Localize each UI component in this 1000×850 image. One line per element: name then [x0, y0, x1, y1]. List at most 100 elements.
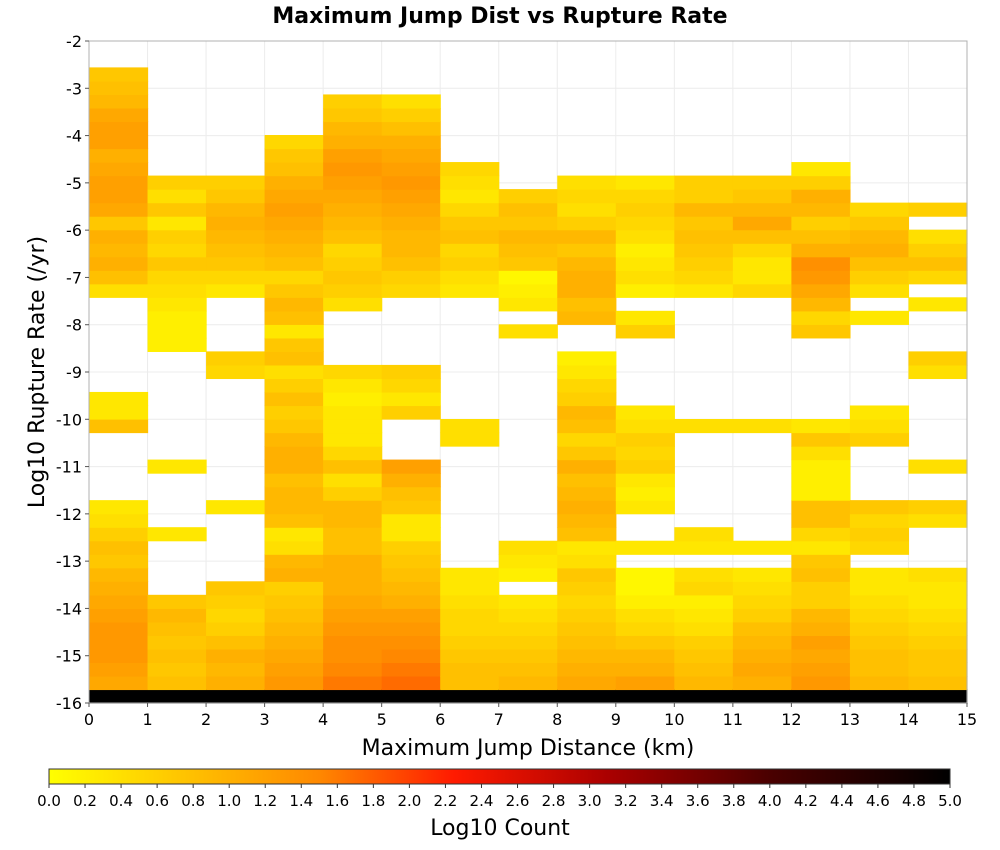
heatmap-cell — [89, 554, 149, 569]
heatmap-cell — [615, 648, 675, 664]
heatmap-cell — [849, 243, 910, 258]
heatmap-cell — [615, 581, 675, 596]
colorbar-tick-label: 2.6 — [506, 792, 530, 810]
heatmap-cell — [381, 175, 441, 190]
heatmap-cell — [381, 107, 441, 123]
heatmap-cell — [381, 689, 441, 704]
heatmap-cell — [615, 256, 675, 271]
heatmap-cell — [557, 229, 617, 244]
colorbar-tick-label: 0.0 — [37, 792, 61, 810]
heatmap-cell — [89, 513, 149, 528]
heatmap-cell — [498, 675, 558, 691]
heatmap-cell — [732, 635, 792, 650]
heatmap-cell — [791, 459, 851, 474]
heatmap-cell — [206, 175, 266, 190]
heatmap-cell — [791, 243, 851, 258]
heatmap-cell — [908, 621, 968, 636]
heatmap-cell — [440, 162, 500, 177]
heatmap-cell — [557, 554, 617, 569]
heatmap-cell — [89, 662, 149, 677]
heatmap-cell — [264, 216, 324, 231]
heatmap-cell — [323, 391, 383, 407]
heatmap-cell — [147, 621, 207, 636]
heatmap-cell — [323, 554, 383, 569]
heatmap-cell — [674, 635, 734, 650]
x-axis-ticks: 0 1 2 3 4 5 6 7 8 9 10 11 12 13 14 15 — [84, 703, 977, 729]
heatmap-cell — [264, 594, 324, 609]
heatmap-cell — [557, 459, 617, 474]
heatmap-cell — [147, 527, 207, 542]
heatmap-cell — [615, 500, 675, 515]
heatmap-cell — [791, 446, 851, 461]
colorbar-tick-label: 0.6 — [145, 792, 169, 810]
colorbar-tick-label: 4.6 — [866, 792, 890, 810]
heatmap-cell — [323, 648, 383, 664]
heatmap-cell — [147, 283, 207, 298]
heatmap-cell — [732, 175, 792, 190]
heatmap-cell — [323, 107, 383, 123]
heatmap-cell — [89, 229, 149, 244]
heatmap-cell — [89, 608, 149, 623]
heatmap-cell — [381, 229, 441, 244]
colorbar-tick-label: 4.0 — [758, 792, 782, 810]
heatmap-cell — [264, 662, 324, 677]
heatmap-cell — [206, 216, 266, 231]
heatmap-cell — [264, 243, 324, 258]
heatmap-cell — [674, 256, 734, 271]
heatmap-cell — [147, 243, 207, 258]
heatmap-cell — [440, 594, 500, 609]
heatmap-cell — [791, 513, 851, 528]
heatmap-cell — [849, 500, 910, 515]
heatmap-cell — [849, 594, 910, 609]
x-tick-label: 5 — [377, 710, 387, 729]
heatmap-cell — [206, 594, 266, 609]
heatmap-cell — [440, 567, 500, 582]
heatmap-cell — [557, 675, 617, 691]
colorbar-tick-label: 4.4 — [830, 792, 854, 810]
heatmap-cell — [615, 486, 675, 501]
heatmap-cell — [849, 283, 910, 298]
heatmap-cell — [323, 486, 383, 501]
heatmap-cell — [147, 324, 207, 339]
heatmap-cell — [557, 486, 617, 501]
heatmap-cell — [791, 162, 851, 177]
heatmap-cell — [908, 270, 968, 285]
heatmap-cell — [89, 216, 149, 231]
heatmap-cell — [849, 621, 910, 636]
colorbar-tick-label: 4.8 — [902, 792, 926, 810]
heatmap-cell — [557, 446, 617, 461]
heatmap-cell — [849, 689, 910, 704]
heatmap-cell — [264, 567, 324, 582]
heatmap-cell — [440, 189, 500, 204]
heatmap-cell — [498, 283, 558, 298]
heatmap-cell — [908, 364, 968, 380]
heatmap-cell — [264, 202, 324, 217]
heatmap-cell — [674, 229, 734, 244]
heatmap-cell — [264, 675, 324, 691]
y-tick-label: -3 — [66, 79, 82, 98]
colorbar-tick-label: 1.6 — [325, 792, 349, 810]
heatmap-cell — [381, 621, 441, 636]
heatmap-cell — [615, 567, 675, 582]
x-tick-label: 3 — [260, 710, 270, 729]
heatmap-cell — [791, 229, 851, 244]
heatmap-cell — [791, 581, 851, 596]
heatmap-cell — [557, 216, 617, 231]
heatmap-cell — [147, 459, 207, 474]
heatmap-cell — [323, 608, 383, 623]
colorbar — [48, 768, 951, 785]
heatmap-cell — [381, 243, 441, 258]
heatmap-cell — [323, 121, 383, 136]
heatmap-cell — [206, 621, 266, 636]
heatmap-cell — [381, 270, 441, 285]
heatmap-cell — [791, 540, 851, 555]
heatmap-cell — [791, 175, 851, 190]
heatmap-cell — [908, 351, 968, 366]
colorbar-tick-label: 3.0 — [578, 792, 602, 810]
x-tick-label: 1 — [142, 710, 152, 729]
heatmap-cell — [908, 608, 968, 623]
heatmap-cell — [498, 635, 558, 650]
heatmap-cell — [498, 621, 558, 636]
heatmap-cell — [264, 608, 324, 623]
heatmap-cell — [440, 256, 500, 271]
